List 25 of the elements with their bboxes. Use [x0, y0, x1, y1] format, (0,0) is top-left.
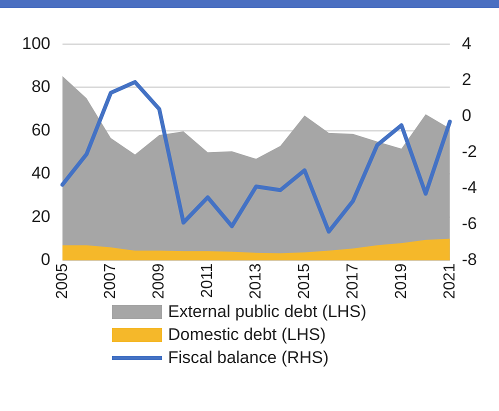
- y2-tick-label: -6: [462, 214, 478, 234]
- y-tick-label: 40: [31, 164, 50, 183]
- y-tick-label: 80: [31, 77, 50, 96]
- x-tick-label: 2013: [248, 263, 265, 299]
- x-tick-label: 2019: [392, 263, 410, 299]
- y-tick-label: 0: [40, 250, 50, 270]
- legend-label: Domestic debt (LHS): [168, 324, 326, 344]
- y-tick-label: 100: [22, 34, 50, 53]
- y2-tick-label: 0: [462, 106, 472, 125]
- y2-tick-label: 4: [462, 34, 472, 53]
- x-tick-label: 2005: [54, 263, 71, 299]
- x-tick-label: 2017: [344, 263, 362, 299]
- y2-tick-label: -2: [462, 142, 478, 161]
- y2-tick-label: -8: [462, 250, 478, 270]
- x-tick-label: 2007: [102, 263, 120, 299]
- y2-tick-label: 2: [462, 70, 472, 89]
- y-tick-label: 60: [31, 120, 50, 140]
- legend-label: Fiscal balance (RHS): [168, 348, 329, 368]
- x-tick-label: 2011: [199, 263, 216, 298]
- x-tick-label: 2009: [150, 263, 168, 299]
- x-tick-label: 2015: [296, 263, 313, 299]
- legend-label: External public debt (LHS): [168, 302, 366, 322]
- x-tick-label: 2021: [441, 263, 458, 299]
- y2-tick-label: -4: [462, 178, 478, 198]
- y-tick-label: 20: [31, 206, 50, 226]
